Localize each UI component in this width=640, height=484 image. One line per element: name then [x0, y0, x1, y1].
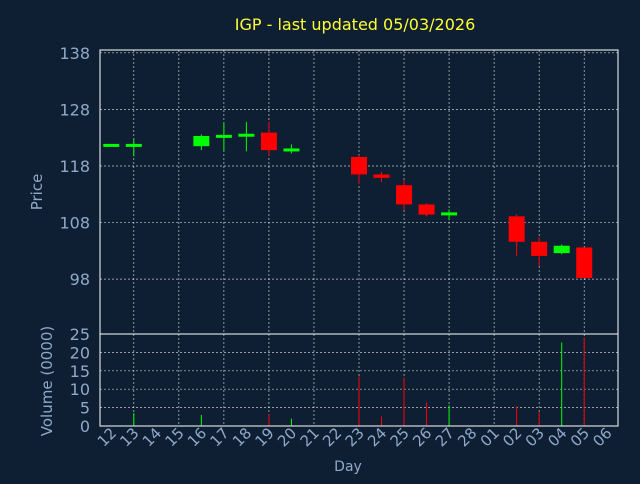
price-grid — [100, 50, 618, 334]
candle-body — [418, 204, 435, 215]
candle-body — [260, 132, 277, 151]
price-y-tick: 128 — [59, 100, 90, 119]
price-y-tick: 108 — [59, 214, 90, 233]
candle-body — [553, 245, 570, 254]
volume-y-tick: 10 — [70, 380, 90, 399]
volume-y-tick: 15 — [70, 362, 90, 381]
candle-body — [441, 212, 458, 216]
candle-body — [103, 143, 120, 147]
candle-body — [193, 135, 210, 147]
price-y-tick-labels: 98 108 118 128 138 — [59, 44, 90, 289]
price-y-tick: 118 — [59, 157, 90, 176]
x-tick-labels: 1213141516171819202122232425262728010203… — [94, 424, 616, 450]
price-axis-label: Price — [28, 174, 46, 211]
volume-y-tick: 25 — [70, 325, 90, 344]
candle-body — [396, 185, 413, 205]
chart-title: IGP - last updated 05/03/2026 — [235, 15, 476, 34]
candle-body — [508, 216, 525, 242]
candle-body — [125, 143, 142, 147]
volume-plot-frame — [99, 333, 619, 427]
candle-body — [215, 134, 232, 138]
candle-body — [283, 148, 300, 152]
price-y-tick: 98 — [70, 270, 90, 289]
candle-body — [238, 133, 255, 137]
price-y-tick: 138 — [59, 44, 90, 63]
candle-body — [531, 241, 548, 256]
candle-body — [373, 174, 390, 178]
candle-body — [351, 156, 367, 175]
volume-axis-label: Volume (0000) — [38, 326, 56, 436]
volume-y-tick: 0 — [80, 417, 90, 436]
x-axis-label: Day — [334, 459, 362, 475]
x-tick: 06 — [589, 424, 615, 450]
volume-y-tick: 20 — [70, 343, 90, 362]
price-candles — [103, 121, 593, 278]
candle-body — [576, 247, 593, 278]
volume-bars — [133, 337, 585, 426]
plot-frames — [99, 49, 619, 427]
volume-y-tick: 5 — [80, 399, 90, 418]
